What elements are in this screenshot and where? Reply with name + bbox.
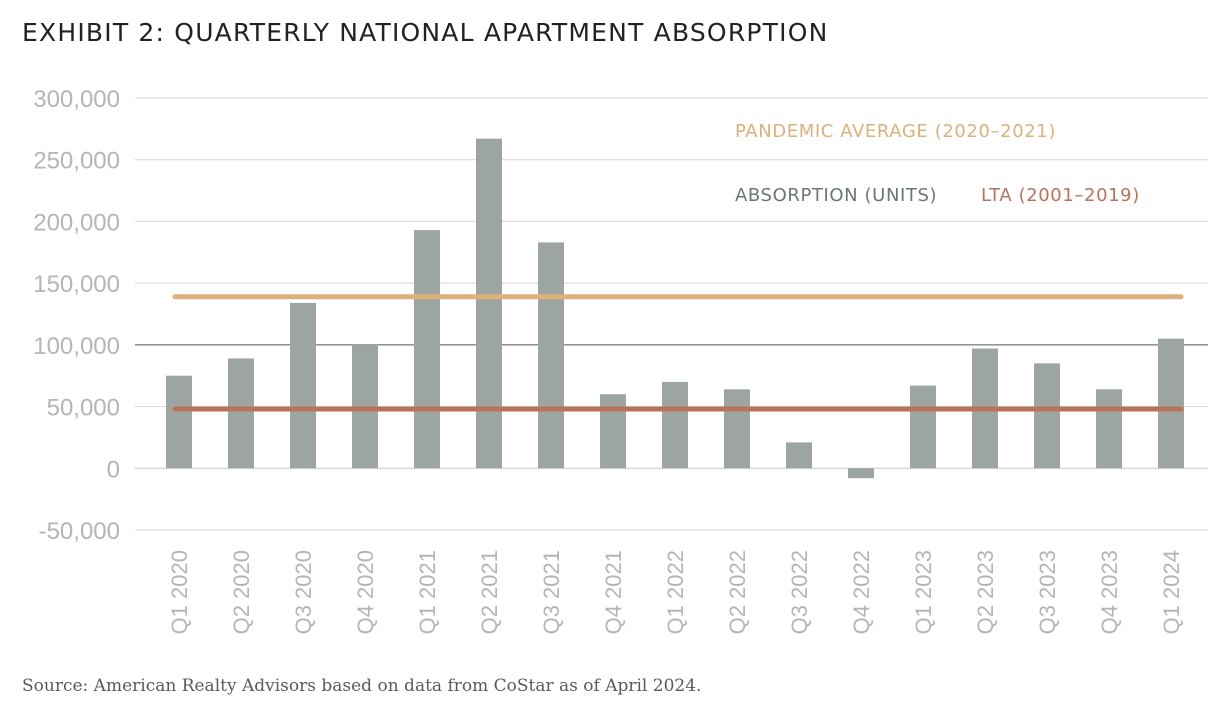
y-tick-label: 150,000 <box>33 271 120 298</box>
y-tick-label: -50,000 <box>39 518 120 545</box>
x-tick-label: Q3 2022 <box>787 550 812 634</box>
y-tick-label: 50,000 <box>47 395 120 422</box>
bars <box>166 138 1184 479</box>
x-tick-label: Q2 2023 <box>973 550 998 634</box>
bar <box>848 468 874 479</box>
bar <box>166 375 192 469</box>
x-tick-label: Q4 2022 <box>849 550 874 634</box>
bar <box>600 394 626 469</box>
bar <box>1158 338 1184 469</box>
bar <box>786 442 812 469</box>
x-tick-label: Q2 2021 <box>477 550 502 634</box>
bar <box>724 389 750 469</box>
bar <box>414 230 440 469</box>
legend-pandemic-average: PANDEMIC AVERAGE (2020–2021) <box>735 121 1056 142</box>
x-tick-label: Q2 2020 <box>229 550 254 634</box>
x-tick-label: Q1 2023 <box>911 550 936 634</box>
y-tick-label: 200,000 <box>33 209 120 236</box>
y-tick-label: 0 <box>107 456 120 483</box>
y-tick-label: 250,000 <box>33 148 120 175</box>
bar <box>290 302 316 469</box>
x-tick-label: Q3 2021 <box>539 550 564 634</box>
x-tick-label: Q4 2023 <box>1097 550 1122 634</box>
bar <box>538 242 564 469</box>
x-tick-label: Q3 2023 <box>1035 550 1060 634</box>
bar <box>662 381 688 469</box>
bar <box>476 138 502 469</box>
y-axis-tick-labels: 300,000 250,000 200,000 150,000 100,000 50,00… <box>33 86 120 545</box>
legend-absorption-units: ABSORPTION (UNITS) <box>735 185 937 206</box>
y-tick-label: 300,000 <box>33 86 120 113</box>
source-note: Source: American Realty Advisors based o… <box>22 676 702 696</box>
x-axis-tick-labels: Q1 2020 Q2 2020 Q3 2020 Q4 2020 Q1 2021 Q2 20… <box>167 550 1184 634</box>
x-tick-label: Q1 2024 <box>1159 550 1184 634</box>
x-tick-label: Q1 2020 <box>167 550 192 634</box>
bar <box>910 385 936 469</box>
x-tick-label: Q4 2020 <box>353 550 378 634</box>
legend: PANDEMIC AVERAGE (2020–2021) ABSORPTION … <box>735 121 1140 206</box>
bar <box>1034 363 1060 469</box>
x-tick-label: Q4 2021 <box>601 550 626 634</box>
legend-lta: LTA (2001–2019) <box>981 185 1140 206</box>
chart-title: EXHIBIT 2: QUARTERLY NATIONAL APARTMENT … <box>22 18 829 47</box>
reference-lines <box>172 294 1184 412</box>
bar <box>1096 389 1122 469</box>
x-tick-label: Q1 2022 <box>663 550 688 634</box>
bar <box>228 358 254 469</box>
x-tick-label: Q1 2021 <box>415 550 440 634</box>
x-tick-label: Q2 2022 <box>725 550 750 634</box>
y-tick-label: 100,000 <box>33 333 120 360</box>
x-tick-label: Q3 2020 <box>291 550 316 634</box>
